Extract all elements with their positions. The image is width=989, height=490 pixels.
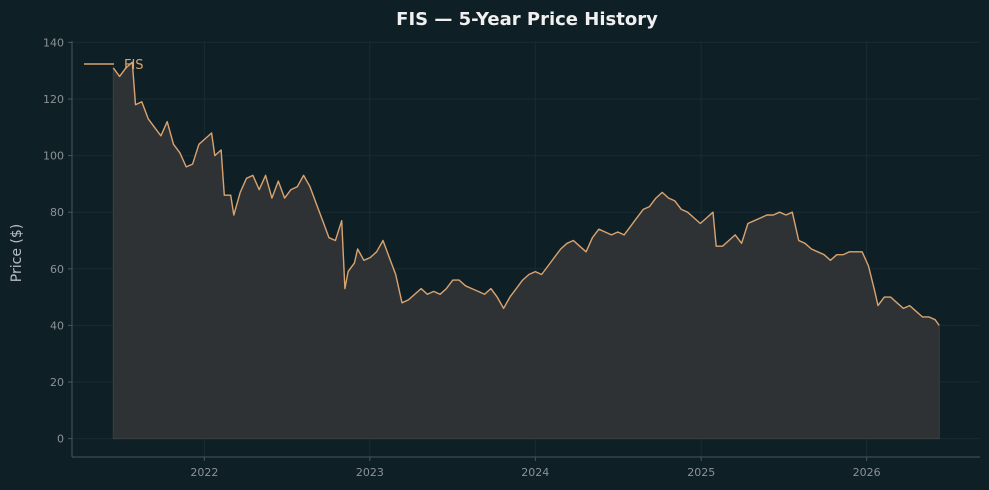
y-tick-label: 60 xyxy=(50,263,64,276)
legend: FIS xyxy=(84,58,144,73)
y-tick-label: 0 xyxy=(57,433,64,446)
y-axis-ticks: 0 20 40 60 80 100 120 140 xyxy=(43,36,72,446)
legend-label-fis: FIS xyxy=(124,58,144,73)
y-tick-label: 20 xyxy=(50,376,64,389)
x-tick-label: 2025 xyxy=(687,466,715,479)
y-axis-label: Price ($) xyxy=(9,224,25,282)
y-tick-label: 80 xyxy=(50,206,64,219)
y-tick-label: 100 xyxy=(43,150,64,163)
x-tick-label: 2026 xyxy=(853,466,881,479)
x-tick-label: 2023 xyxy=(356,466,384,479)
x-axis-ticks: 2022 2023 2024 2025 2026 xyxy=(190,457,881,479)
axes xyxy=(71,41,980,458)
price-line xyxy=(112,61,940,326)
x-tick-label: 2022 xyxy=(190,466,218,479)
x-tick-label: 2024 xyxy=(521,466,549,479)
y-tick-label: 40 xyxy=(50,319,64,332)
y-tick-label: 120 xyxy=(43,93,64,106)
chart-title: FIS — 5-Year Price History xyxy=(396,9,658,30)
y-tick-label: 140 xyxy=(43,36,64,49)
